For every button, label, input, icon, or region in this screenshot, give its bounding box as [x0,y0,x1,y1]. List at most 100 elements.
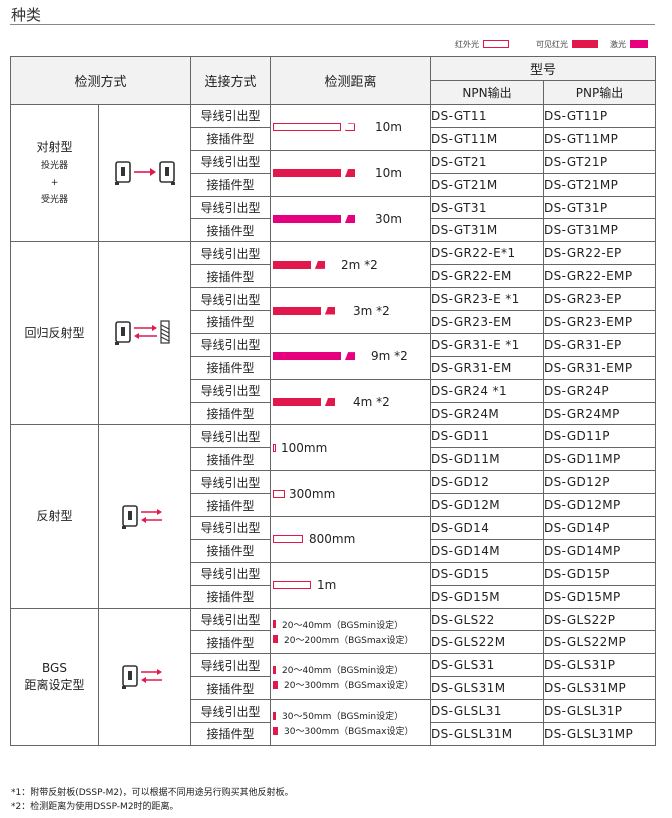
method-bgs-figure [97,607,192,746]
legend-visible-red-swatch [572,40,598,48]
model-npn: DS-GD11M [430,447,545,472]
legend-visible-red-label: 可见红光 [536,39,568,49]
connection-lead: 导线引出型 [190,607,272,632]
distance-bar [273,489,286,498]
bgs-min-range: 30～50mm（BGSmin设定） [273,709,403,722]
detection-distance: 300mm [270,470,432,518]
model-npn: DS-GT11M [430,126,545,151]
connection-lead: 导线引出型 [190,424,272,449]
model-npn: DS-GR23-E *1 [430,287,545,312]
detection-distance: 10m [270,149,432,197]
distance-label: 3m *2 [353,303,390,318]
model-npn: DS-GT31M [430,218,545,243]
model-npn: DS-GD15 [430,561,545,586]
bgs-max-marker [273,726,279,735]
connection-plug: 接插件型 [190,355,272,380]
distance-label: 4m *2 [353,395,390,410]
connection-plug: 接插件型 [190,310,272,334]
model-npn: DS-GR22-EM [430,264,545,289]
model-npn: DS-GD11 [430,424,545,449]
bgs-max-range: 20～300mm（BGSmax设定） [273,678,414,692]
model-npn: DS-GT31 [430,195,545,220]
footnote-1: *1：附带反射板(DSSP-M2)，可以根据不同用途另行购买其他反射板。 [11,788,294,798]
bgs-max-range: 30～300mm（BGSmax设定） [273,724,414,738]
table-row: 接插件型 DS-GT31M DS-GT31MP [11,218,657,243]
legend-laser-label: 激光 [610,39,626,49]
connection-lead: 导线引出型 [190,195,272,220]
distance-bar [273,306,322,315]
connection-plug: 接插件型 [190,126,272,151]
model-npn: DS-GR22-E*1 [430,241,545,266]
model-pnp: DS-GT11MP [543,126,657,151]
model-npn: DS-GLS22 [430,607,545,632]
table-row: 导线引出型 300mm DS-GD12 DS-GD12P [11,470,657,518]
connection-plug: 接插件型 [190,538,272,563]
connection-lead: 导线引出型 [190,653,272,678]
method-thru-receiver: 受光器 [40,195,68,206]
distance-bar [273,352,342,361]
connection-lead: 导线引出型 [190,470,272,495]
table-row: BGS 距离设定型 导线引出型 20～40mm（BGSmin设定） 20～200mm（B… [10,607,657,746]
table-row: 接插件型 DS-GR23-EM DS-GR23-EMP [11,310,657,334]
detection-distance: 20～40mm（BGSmin设定） 20～200mm（BGSmax设定） [270,607,432,655]
bgs-min-range: 20～40mm（BGSmin设定） [273,618,403,631]
detection-distance: 3m *2 [270,287,432,334]
distance-bar [273,398,322,407]
model-npn: DS-GR24 *1 [430,378,545,403]
retro-reflective-icon [114,320,170,346]
distance-bar [273,581,312,590]
model-pnp: DS-GR22-EMP [543,264,657,289]
detection-distance: 100mm [270,424,432,472]
connection-plug: 接插件型 [190,401,272,426]
table-row: 导线引出型 20～40mm（BGSmin设定） 20～300mm（BGSmax设定）… [11,653,657,701]
detection-distance: 10m [270,104,432,151]
model-pnp: DS-GLS31MP [543,676,657,701]
table-row: 导线引出型 30m DS-GT31 DS-GT31P [11,195,657,243]
model-pnp: DS-GLS22P [543,607,657,632]
distance-bar-tip [315,260,326,269]
detection-distance: 4m *2 [270,378,432,426]
distance-bar-tip [325,398,336,407]
connection-lead: 导线引出型 [190,516,272,540]
table-row: 导线引出型 1m DS-GD15 DS-GD15P [11,561,657,609]
distance-label: 100mm [281,440,328,455]
method-thru-name: 对射型 [36,140,73,155]
detection-distance: 20～40mm（BGSmin设定） 20～300mm（BGSmax设定） [270,653,432,701]
connection-lead: 导线引出型 [190,699,272,724]
method-diffuse: 反射型 [10,424,99,609]
table-row: 接插件型 DS-GLS31M DS-GLS31MP [11,676,657,701]
distance-label: 10m [375,120,402,135]
connection-plug: 接插件型 [190,493,272,518]
legend-laser: 激光 [610,38,648,50]
method-thru-figure [97,103,192,243]
model-pnp: DS-GLS22MP [543,630,657,655]
connection-lead: 导线引出型 [190,149,272,174]
model-pnp: DS-GT31P [543,195,657,220]
distance-bar [273,214,342,223]
connection-plug: 接插件型 [190,172,272,197]
header-distance: 检测距离 [270,56,432,105]
model-npn: DS-GD15M [430,584,545,609]
model-npn: DS-GD12 [430,470,545,495]
model-npn: DS-GT21M [430,172,545,197]
detection-distance: 800mm [270,516,432,563]
connection-plug: 接插件型 [190,722,272,746]
distance-bar-tip [345,123,356,132]
connection-plug: 接插件型 [190,218,272,243]
bgs-min-text: 20～40mm（BGSmin设定） [282,666,404,677]
model-pnp: DS-GD14MP [543,538,657,563]
bgs-max-text: 20～300mm（BGSmax设定） [284,681,414,692]
bgs-min-text: 30～50mm（BGSmin设定） [282,712,404,723]
method-bgs-name1: BGS [42,660,67,675]
connection-plug: 接插件型 [190,630,272,655]
bgs-min-marker [273,665,277,674]
bgs-max-text: 30～300mm（BGSmax设定） [284,727,414,738]
distance-bar-tip [345,214,356,223]
connection-lead: 导线引出型 [190,332,272,357]
distance-label: 1m [317,578,337,593]
table-row: 回归反射型 导线引出型 2m *2 DS-GR22-E*1 DS-GR22-EP [10,241,657,426]
distance-bar [273,123,342,132]
distance-label: 800mm [309,532,356,547]
model-npn: DS-GLSL31 [430,699,545,724]
model-pnp: DS-GR31-EMP [543,355,657,380]
